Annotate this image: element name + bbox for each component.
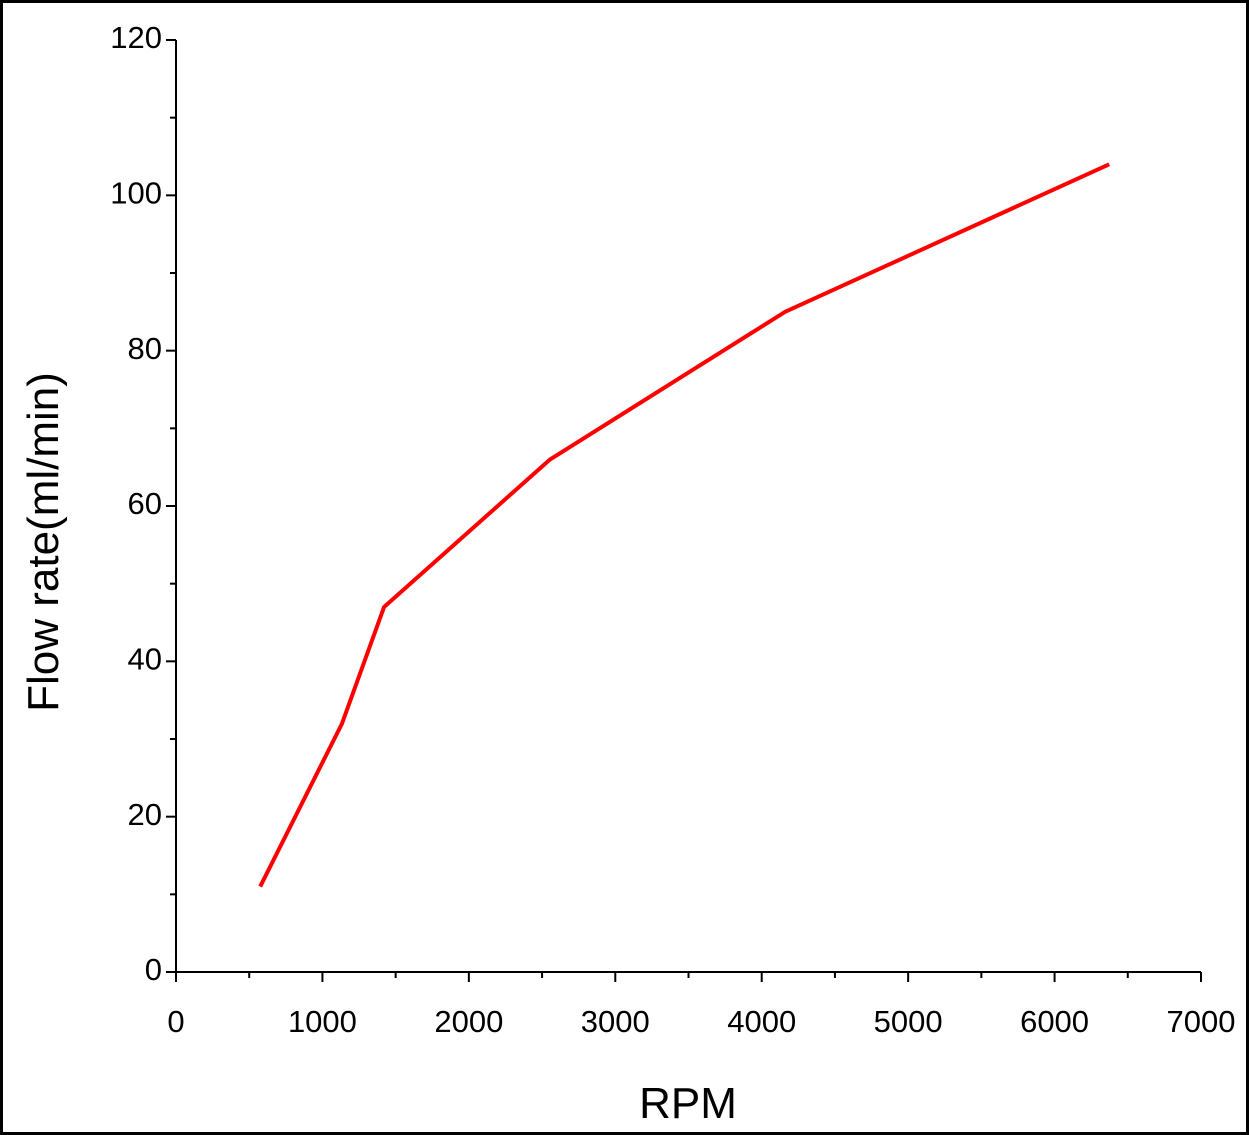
y-axis-title: Flow rate(ml/min)	[19, 372, 68, 712]
x-tick-label: 7000	[1167, 1004, 1236, 1039]
y-tick-label: 120	[110, 20, 162, 55]
y-tick-label: 20	[128, 797, 162, 832]
x-tick-label: 1000	[288, 1004, 357, 1039]
y-tick-label: 40	[128, 642, 162, 677]
x-tick-label: 6000	[1020, 1004, 1089, 1039]
y-tick-label: 0	[145, 952, 162, 987]
x-tick-label: 3000	[581, 1004, 650, 1039]
x-axis-title: RPM	[639, 1079, 737, 1128]
y-tick-label: 80	[128, 331, 162, 366]
y-tick-label: 100	[110, 176, 162, 211]
x-tick-label: 4000	[727, 1004, 796, 1039]
x-tick-label: 2000	[434, 1004, 503, 1039]
y-tick-label: 60	[128, 486, 162, 521]
x-tick-label: 0	[167, 1004, 184, 1039]
data-line	[258, 162, 1111, 888]
x-tick-label: 5000	[874, 1004, 943, 1039]
